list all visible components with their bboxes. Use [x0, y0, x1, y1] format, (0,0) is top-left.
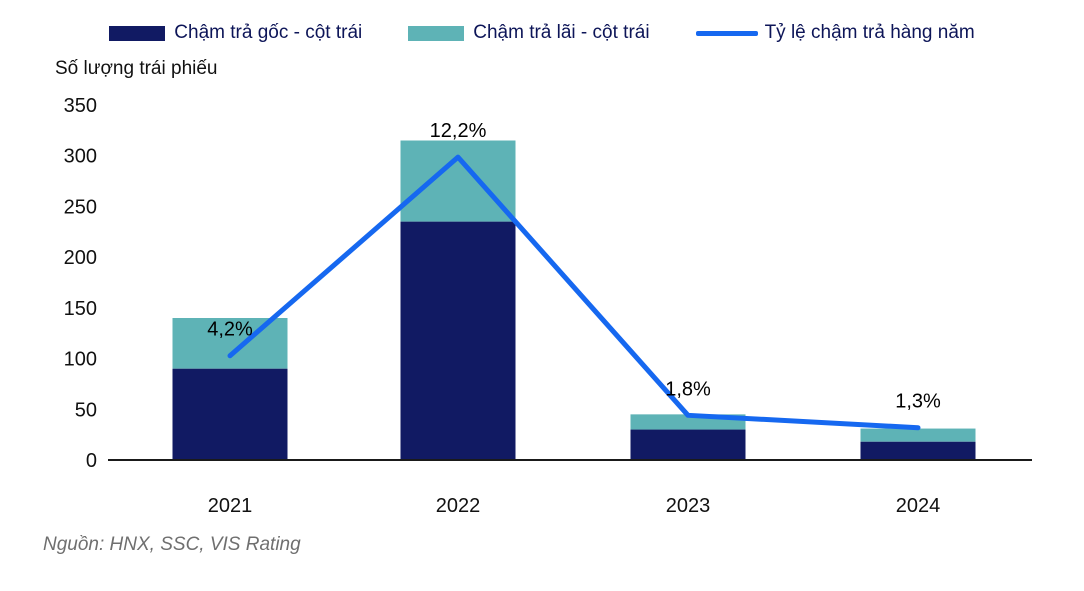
x-tick-label-2022: 2022: [436, 495, 481, 517]
legend-label-interest: Chậm trả lãi - cột trái: [473, 22, 650, 43]
y-tick-label: 350: [64, 95, 97, 117]
legend-item-principal: Chậm trả gốc - cột trái: [109, 22, 362, 44]
x-tick-label-2024: 2024: [896, 495, 941, 517]
y-tick-label: 200: [64, 247, 97, 269]
legend-label-rate-line: Tỷ lệ chậm trả hàng năm: [764, 22, 975, 43]
bar-interest-2021: [172, 318, 288, 369]
rate-label-2022: 12,2%: [430, 120, 487, 142]
legend-swatch-interest-icon: [408, 25, 465, 41]
legend-label-principal: Chậm trả gốc - cột trái: [174, 22, 363, 43]
y-tick-label: 50: [75, 399, 97, 421]
y-tick-label: 300: [64, 146, 97, 168]
legend-swatch-principal-icon: [109, 25, 166, 41]
bar-principal-2021: [172, 368, 288, 460]
y-tick-label: 250: [64, 196, 97, 218]
plot-area: 0 50 100 150 200 250 300 350 4,2% 12,2% 1,8% 1,3% 20…: [64, 95, 1032, 517]
legend-item-interest: Chậm trả lãi - cột trái: [408, 22, 650, 44]
rate-label-2023: 1,8%: [665, 378, 711, 400]
x-tick-label-2021: 2021: [208, 495, 253, 517]
legend-item-rate-line: Tỷ lệ chậm trả hàng năm: [695, 22, 975, 44]
legend-line-swatch-icon: [695, 30, 758, 36]
y-tick-label: 0: [86, 450, 97, 472]
x-tick-label-2023: 2023: [666, 495, 711, 517]
rate-line: [227, 154, 921, 431]
bar-principal-2024: [860, 441, 976, 460]
rate-label-2021: 4,2%: [207, 319, 253, 341]
chart-legend: Chậm trả gốc - cột trái Chậm trả lãi - c…: [0, 22, 1084, 44]
bar-principal-2022: [400, 221, 516, 460]
y-axis-title: Số lượng trái phiếu: [55, 58, 218, 79]
source-note: Nguồn: HNX, SSC, VIS Rating: [43, 534, 301, 555]
bar-interest-2022: [400, 140, 516, 222]
rate-label-2024: 1,3%: [895, 391, 941, 413]
y-tick-label: 100: [64, 349, 97, 371]
y-tick-label: 150: [64, 298, 97, 320]
bar-interest-2024: [860, 428, 976, 442]
bar-principal-2023: [630, 429, 746, 460]
